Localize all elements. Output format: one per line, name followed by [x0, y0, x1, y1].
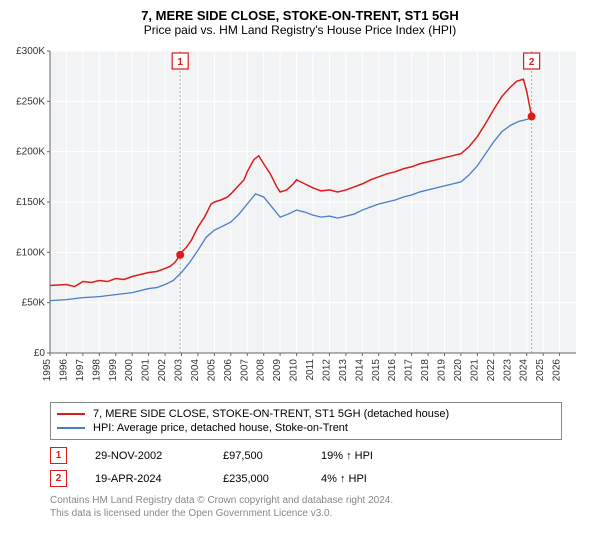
svg-text:2002: 2002 — [157, 359, 168, 382]
svg-text:2009: 2009 — [272, 359, 283, 382]
sale-row: 2 19-APR-2024 £235,000 4% ↑ HPI — [50, 467, 562, 490]
svg-text:2015: 2015 — [371, 359, 382, 382]
page-title: 7, MERE SIDE CLOSE, STOKE-ON-TRENT, ST1 … — [8, 8, 592, 23]
sale-badge: 2 — [50, 470, 67, 487]
sale-table: 1 29-NOV-2002 £97,500 19% ↑ HPI 2 19-APR… — [50, 444, 562, 490]
svg-text:2021: 2021 — [469, 359, 480, 382]
svg-text:2010: 2010 — [289, 359, 300, 382]
svg-text:2005: 2005 — [206, 359, 217, 382]
svg-text:2022: 2022 — [486, 359, 497, 382]
svg-text:1995: 1995 — [42, 359, 53, 382]
svg-text:£150K: £150K — [16, 197, 45, 208]
legend-label: HPI: Average price, detached house, Stok… — [93, 422, 348, 434]
sale-date: 19-APR-2024 — [95, 473, 195, 485]
svg-text:£50K: £50K — [22, 298, 46, 309]
sale-badge: 1 — [50, 447, 67, 464]
page-subtitle: Price paid vs. HM Land Registry's House … — [8, 23, 592, 37]
sale-price: £97,500 — [223, 450, 293, 462]
svg-text:2006: 2006 — [223, 359, 234, 382]
svg-text:2020: 2020 — [453, 359, 464, 382]
svg-text:2018: 2018 — [420, 359, 431, 382]
svg-text:2016: 2016 — [387, 359, 398, 382]
svg-text:1996: 1996 — [58, 359, 69, 382]
legend-row: HPI: Average price, detached house, Stok… — [57, 421, 555, 435]
svg-text:1999: 1999 — [108, 359, 119, 382]
svg-text:2024: 2024 — [519, 359, 530, 382]
svg-text:2: 2 — [529, 57, 535, 68]
sale-price: £235,000 — [223, 473, 293, 485]
svg-text:2001: 2001 — [141, 359, 152, 382]
svg-text:2023: 2023 — [502, 359, 513, 382]
svg-text:£250K: £250K — [16, 96, 45, 107]
footer: Contains HM Land Registry data © Crown c… — [50, 494, 562, 520]
svg-text:2013: 2013 — [338, 359, 349, 382]
legend-label: 7, MERE SIDE CLOSE, STOKE-ON-TRENT, ST1 … — [93, 408, 449, 420]
svg-text:2003: 2003 — [174, 359, 185, 382]
footer-line: This data is licensed under the Open Gov… — [50, 507, 562, 520]
svg-text:1998: 1998 — [91, 359, 102, 382]
legend: 7, MERE SIDE CLOSE, STOKE-ON-TRENT, ST1 … — [50, 402, 562, 440]
svg-text:2004: 2004 — [190, 359, 201, 382]
footer-line: Contains HM Land Registry data © Crown c… — [50, 494, 562, 507]
svg-text:2007: 2007 — [239, 359, 250, 382]
legend-swatch — [57, 413, 85, 415]
svg-text:2012: 2012 — [321, 359, 332, 382]
sale-row: 1 29-NOV-2002 £97,500 19% ↑ HPI — [50, 444, 562, 467]
svg-text:2000: 2000 — [124, 359, 135, 382]
svg-text:£300K: £300K — [16, 46, 45, 57]
legend-row: 7, MERE SIDE CLOSE, STOKE-ON-TRENT, ST1 … — [57, 407, 555, 421]
svg-text:2014: 2014 — [354, 359, 365, 382]
svg-text:£0: £0 — [34, 348, 46, 359]
chart-container: £0 £50K £100K £150K £200K £250K £300K 1995 1996 1… — [8, 43, 592, 396]
svg-text:2026: 2026 — [552, 359, 563, 382]
svg-text:2008: 2008 — [256, 359, 267, 382]
svg-text:1: 1 — [177, 57, 183, 68]
svg-text:2011: 2011 — [305, 359, 316, 381]
sale-delta: 4% ↑ HPI — [321, 473, 367, 485]
legend-swatch — [57, 427, 85, 429]
svg-text:£200K: £200K — [16, 147, 45, 158]
sale-delta: 19% ↑ HPI — [321, 450, 373, 462]
svg-text:2025: 2025 — [535, 359, 546, 382]
price-chart: £0 £50K £100K £150K £200K £250K £300K 1995 1996 1… — [8, 43, 592, 393]
svg-text:2017: 2017 — [404, 359, 415, 382]
svg-text:1997: 1997 — [75, 359, 86, 382]
svg-text:2019: 2019 — [437, 359, 448, 382]
svg-text:£100K: £100K — [16, 247, 45, 258]
sale-date: 29-NOV-2002 — [95, 450, 195, 462]
